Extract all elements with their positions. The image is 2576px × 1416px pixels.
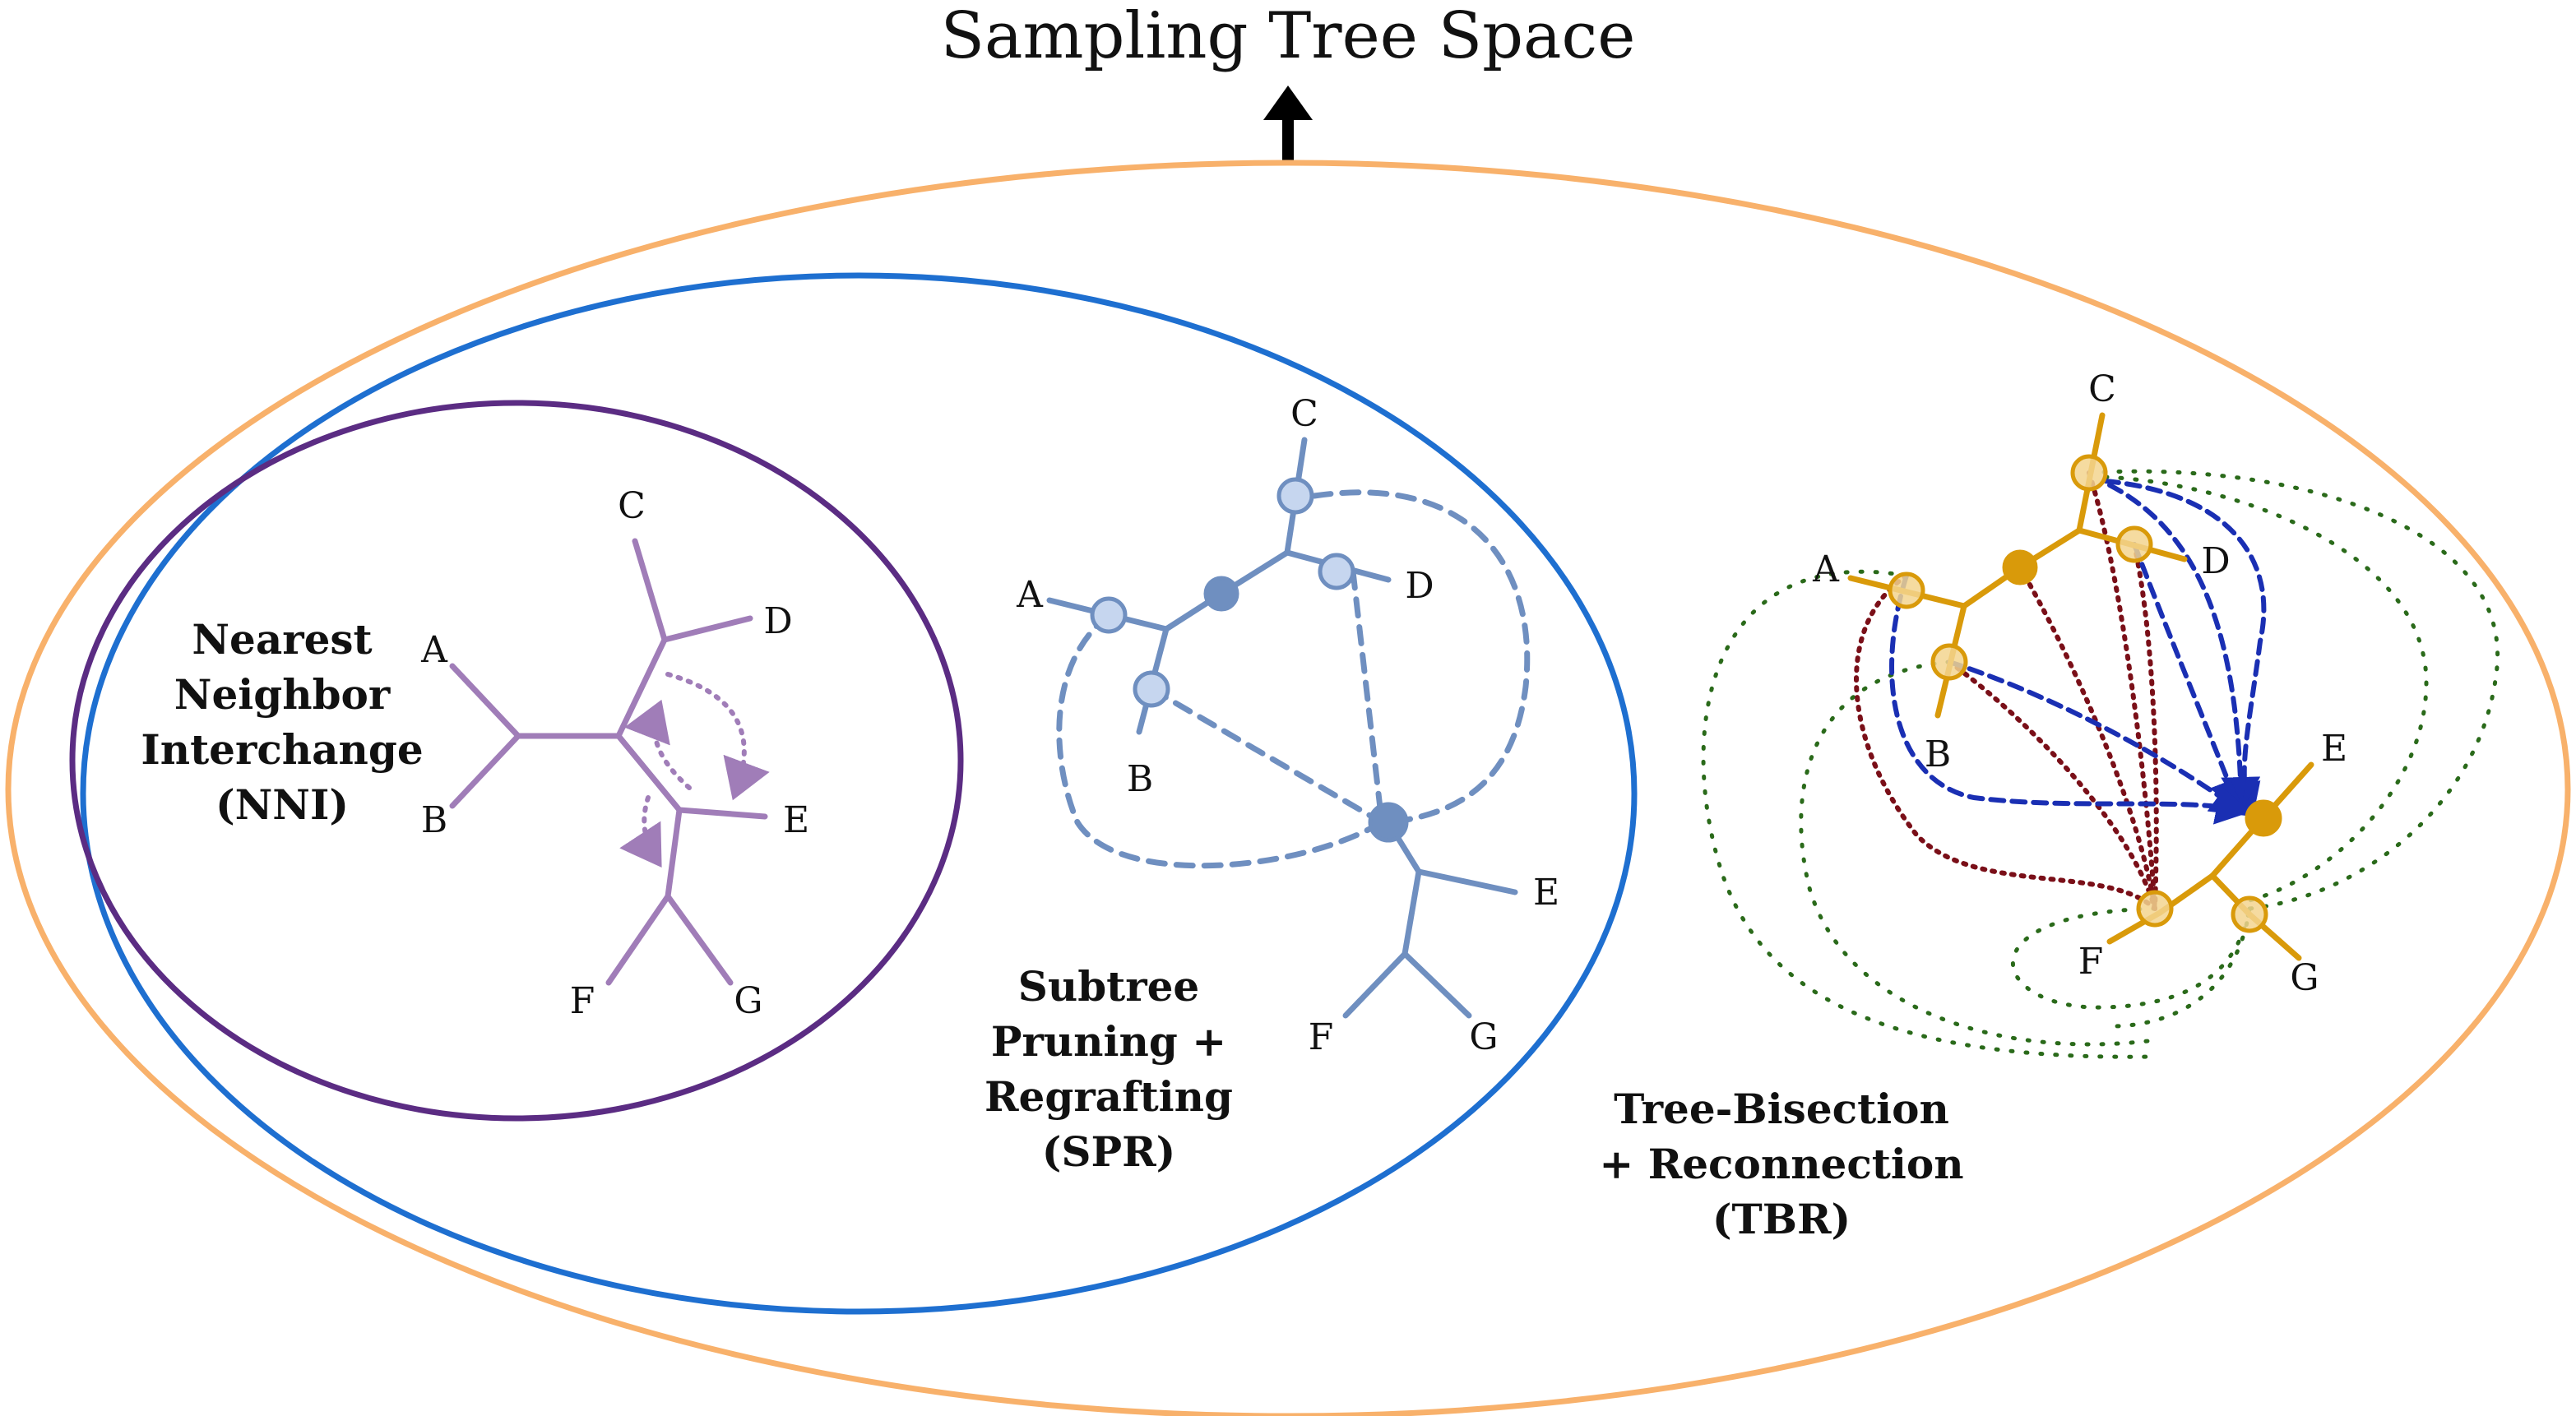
- spr-filled-node: [1203, 576, 1239, 612]
- tbr-open-node: [1930, 643, 1968, 681]
- spr-leaf-a: A: [1016, 574, 1044, 616]
- nni-label-line: (NNI): [215, 780, 349, 829]
- tbr-open-node: [2115, 525, 2153, 563]
- spr-label-line: Regrafting: [985, 1072, 1233, 1121]
- tbr-label-line: Tree-Bisection: [1614, 1085, 1949, 1133]
- tbr-label: Tree-Bisection + Reconnection (TBR): [1599, 1085, 1963, 1243]
- tbr-leaf-c: C: [2088, 368, 2116, 410]
- nni-leaf-b: B: [421, 799, 447, 841]
- tbr-leaf-b: B: [1925, 733, 1951, 775]
- nni-leaf-f: F: [570, 980, 595, 1022]
- spr-label-line: Pruning +: [991, 1017, 1226, 1066]
- tbr-attachment-points: [1888, 454, 2282, 933]
- spr-open-node: [1276, 477, 1314, 515]
- tbr-leaf-e: E: [2321, 728, 2347, 770]
- spr-leaf-d: D: [1405, 565, 1434, 607]
- spr-open-node: [1318, 553, 1355, 590]
- outer-ellipse-tbr: [5, 160, 2571, 1416]
- spr-open-node: [1133, 670, 1170, 708]
- spr-filled-node: [1368, 802, 1409, 843]
- nni-label: Nearest Neighbor Interchange (NNI): [141, 615, 423, 829]
- nni-label-line: Nearest: [192, 615, 372, 664]
- tbr-filled-node: [2245, 799, 2282, 837]
- tbr-open-node: [2136, 890, 2174, 928]
- tbr-leaf-d: D: [2201, 540, 2230, 582]
- spr-label-line: Subtree: [1018, 962, 1199, 1011]
- nni-leaf-a: A: [420, 629, 448, 671]
- tbr-green-dotted-paths: [1701, 469, 2500, 1059]
- tbr-filled-node: [2002, 549, 2038, 585]
- tbr-leaf-f: F: [2078, 941, 2104, 983]
- spr-dashed-regraft-paths: [1056, 489, 1531, 869]
- spr-leaf-e: E: [1533, 872, 1559, 914]
- nni-swap-arrows: [619, 672, 770, 868]
- nni-leaf-g: G: [734, 980, 762, 1022]
- tbr-blue-dashed-paths: [1889, 479, 2267, 825]
- tbr-red-dotted-paths: [1854, 470, 2159, 911]
- nni-leaf-e: E: [783, 799, 809, 841]
- nni-label-line: Interchange: [141, 725, 423, 774]
- nni-leaf-c: C: [618, 485, 646, 527]
- tbr-leaf-g: G: [2290, 957, 2319, 999]
- page-title: Sampling Tree Space: [941, 0, 1636, 73]
- spr-attachment-points: [1090, 477, 1409, 843]
- tbr-leaf-a: A: [1812, 548, 1840, 590]
- spr-label-line: (SPR): [1042, 1127, 1176, 1176]
- tbr-tree: [1847, 412, 2314, 961]
- tbr-open-node: [2070, 454, 2108, 492]
- spr-tree: [1046, 437, 1518, 1019]
- up-arrow-icon: [1263, 86, 1313, 161]
- tbr-open-node: [2231, 895, 2268, 933]
- middle-ellipse-spr: [80, 272, 1638, 1315]
- spr-leaf-f: F: [1309, 1016, 1334, 1058]
- tbr-label-line: + Reconnection: [1599, 1140, 1963, 1188]
- nni-leaf-d: D: [763, 600, 792, 642]
- spr-open-node: [1090, 596, 1128, 634]
- nni-tree: [449, 538, 768, 986]
- tbr-label-line: (TBR): [1712, 1195, 1851, 1243]
- tbr-open-node: [1888, 571, 1925, 609]
- spr-leaf-b: B: [1127, 758, 1153, 800]
- spr-leaf-c: C: [1290, 393, 1318, 435]
- nni-label-line: Neighbor: [174, 670, 391, 719]
- inner-ellipse-nni: [69, 400, 964, 1122]
- spr-leaf-g: G: [1469, 1016, 1498, 1058]
- spr-label: Subtree Pruning + Regrafting (SPR): [985, 962, 1233, 1176]
